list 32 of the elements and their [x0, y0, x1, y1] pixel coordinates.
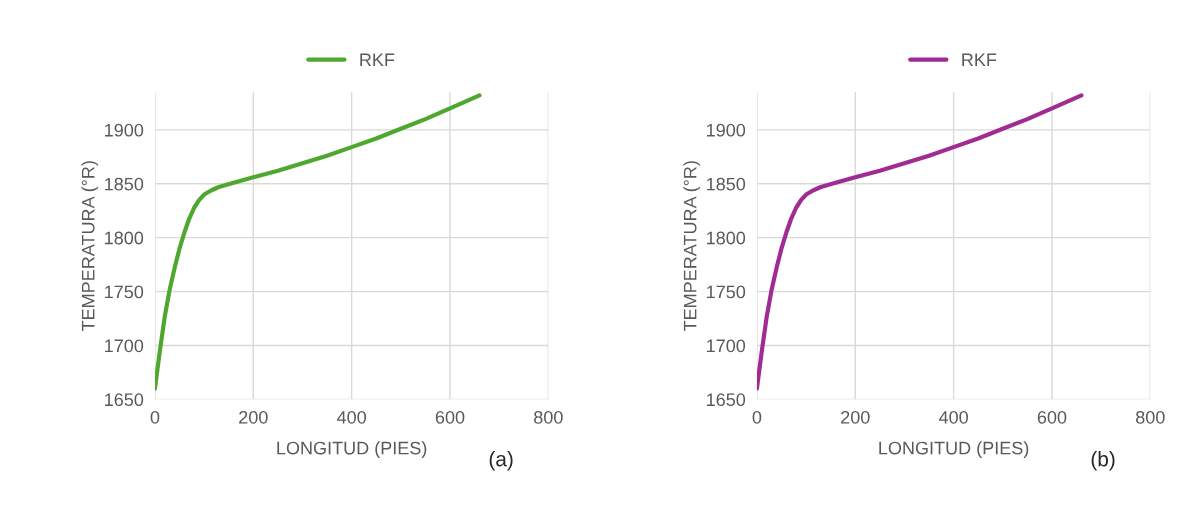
text: (a) — [489, 451, 513, 471]
x-tick-label: 600 — [435, 410, 465, 424]
y-tick-label: 1850 — [707, 177, 746, 191]
x-tick-label: 600 — [1037, 410, 1067, 424]
x-tick-label: 800 — [534, 410, 563, 424]
x-tick-label: 400 — [336, 410, 366, 424]
x-axis-title: LONGITUD (PIES) — [277, 441, 427, 459]
x-tick-label: 400 — [938, 410, 968, 424]
x-tick-label: 200 — [841, 410, 870, 424]
x-tick-label: 0 — [150, 410, 160, 424]
x-tick-label: 200 — [239, 410, 268, 424]
text: (b) — [1091, 451, 1115, 471]
legend-label: RKF — [962, 53, 997, 67]
y-axis-title: TEMPERATURA (°R) — [683, 161, 701, 332]
y-tick-label: 1900 — [105, 123, 144, 137]
y-axis-title: TEMPERATURA (°R) — [81, 161, 99, 332]
x-axis-title: LONGITUD (PIES) — [879, 441, 1029, 459]
y-tick-label: 1750 — [105, 285, 144, 299]
legend-label: RKF — [360, 53, 395, 67]
y-tick-label: 1850 — [105, 177, 144, 191]
y-tick-label: 1700 — [105, 339, 144, 353]
x-tick-label: 0 — [752, 410, 762, 424]
y-tick-label: 1750 — [707, 285, 746, 299]
y-tick-label: 1900 — [707, 123, 746, 137]
y-tick-label: 1800 — [105, 231, 144, 245]
y-tick-label: 1650 — [707, 393, 746, 407]
y-tick-label: 1800 — [707, 231, 746, 245]
y-tick-label: 1700 — [707, 339, 746, 353]
line-series — [756, 93, 1084, 391]
line-series — [154, 93, 482, 391]
y-tick-label: 1650 — [105, 393, 144, 407]
x-tick-label: 800 — [1136, 410, 1165, 424]
